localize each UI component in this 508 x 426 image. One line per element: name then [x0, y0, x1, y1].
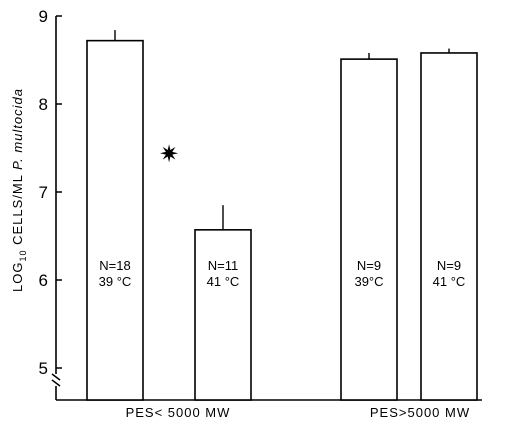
bar-n-label: N=11 — [208, 258, 238, 273]
bar-temp-label: 39 °C — [99, 274, 132, 289]
bar-n-label: N=9 — [437, 258, 461, 273]
bar — [340, 58, 398, 401]
bar — [194, 229, 252, 401]
y-tick-label: 7 — [39, 183, 48, 202]
bar — [86, 39, 144, 401]
group-label-low-mw: PES< 5000 MW — [126, 405, 231, 420]
significance-asterisk: ✷ — [159, 141, 179, 168]
axis-break-mark — [51, 373, 61, 387]
y-tick-label: 6 — [39, 271, 48, 290]
y-tick-label: 9 — [39, 7, 48, 26]
bar — [420, 52, 478, 401]
bar-temp-label: 41 °C — [433, 274, 466, 289]
y-axis-label: LOG10 CELLS/ML P. multocida — [10, 88, 28, 292]
bar-n-label: N=9 — [357, 258, 381, 273]
group-label-high-mw: PES>5000 MW — [370, 405, 470, 420]
bar-temp-label: 39°C — [354, 274, 383, 289]
y-tick-label: 8 — [39, 95, 48, 114]
y-tick-label: 5 — [39, 359, 48, 378]
bar-n-label: N=18 — [99, 258, 130, 273]
bar-temp-label: 41 °C — [207, 274, 240, 289]
